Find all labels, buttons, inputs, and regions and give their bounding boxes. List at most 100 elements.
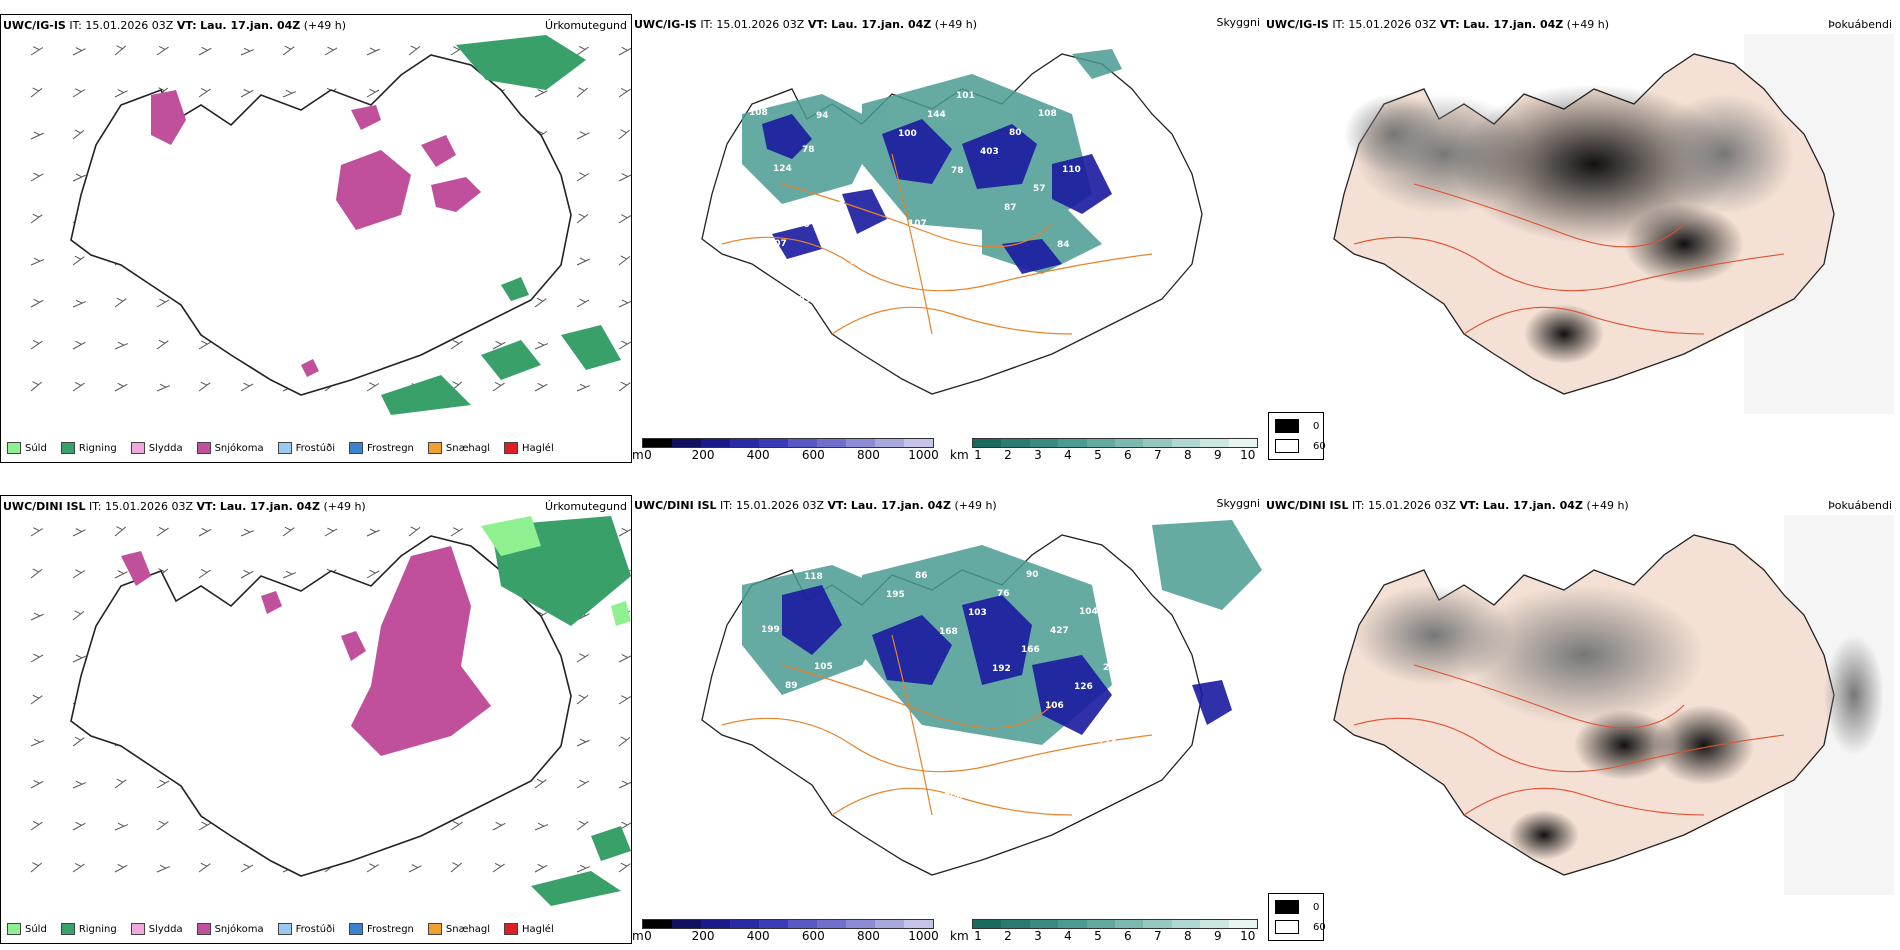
cloud-value-label: 73 bbox=[961, 256, 974, 266]
legend-item: Súld bbox=[7, 442, 47, 454]
cloud-value-label: 114 bbox=[1098, 738, 1117, 748]
wind-barb bbox=[618, 340, 631, 350]
cloud-value-label: 168 bbox=[874, 313, 893, 323]
wind-barb bbox=[282, 45, 295, 56]
cloud-value-label: 118 bbox=[804, 572, 823, 582]
wind-barb bbox=[156, 779, 170, 789]
wind-barb bbox=[156, 527, 169, 537]
cloud-top-scale: km 1 2 3 4 5 6 7 8 9 10 bbox=[950, 438, 1262, 463]
scale-unit: km bbox=[950, 448, 969, 462]
scale-tick: 5 bbox=[1094, 448, 1102, 462]
cloud-panel-top: UWC/IG-IS IT: 15.01.2026 03Z VT: Lau. 17… bbox=[632, 14, 1264, 463]
wind-barb bbox=[114, 297, 127, 308]
wind-barb bbox=[618, 381, 631, 392]
color-bar-segment bbox=[1029, 439, 1059, 447]
wind-barb bbox=[198, 862, 211, 873]
cloud-value-label: 195 bbox=[886, 590, 905, 600]
legend-label: Frostregn bbox=[367, 442, 414, 454]
legend-label: Slydda bbox=[148, 442, 183, 454]
wind-barb bbox=[366, 863, 380, 873]
legend-label: Frostregn bbox=[367, 923, 414, 935]
cloud-value-label: 172 bbox=[1139, 258, 1158, 268]
wind-barb bbox=[72, 654, 86, 663]
cloud-value-label: 80 bbox=[1009, 128, 1022, 138]
fog-legend-label: 0 bbox=[1313, 420, 1320, 432]
iceland-outline bbox=[70, 535, 572, 877]
fog-legend-row: 60 bbox=[1275, 920, 1326, 934]
cloud-value-label: 125 bbox=[932, 275, 951, 285]
color-bar-segment bbox=[672, 920, 701, 928]
color-bar bbox=[642, 438, 934, 448]
wind-barb bbox=[450, 527, 464, 537]
color-bar-segment bbox=[1115, 920, 1144, 928]
vt-value: Lau. 17.jan. 04Z bbox=[1463, 18, 1564, 31]
precip-type-panel-bottom: UWC/DINI ISL IT: 15.01.2026 03Z VT: Lau.… bbox=[0, 495, 632, 944]
wind-barb bbox=[240, 88, 254, 98]
wind-barb bbox=[114, 778, 127, 789]
cloud-value-label: 166 bbox=[1021, 645, 1040, 655]
color-bar-segment bbox=[759, 439, 788, 447]
wind-barb bbox=[408, 45, 421, 56]
vt-label: VT: bbox=[1459, 499, 1480, 512]
wind-barb bbox=[534, 341, 549, 350]
legend-item: Haglél bbox=[504, 923, 554, 935]
it-value: 15.01.2026 03Z bbox=[716, 18, 805, 31]
cloud-value-label: 214 bbox=[780, 756, 799, 766]
roads bbox=[721, 634, 1153, 816]
cloud-value-label: 116 bbox=[1110, 277, 1129, 287]
panel-header: UWC/DINI ISL IT: 15.01.2026 03Z VT: Lau.… bbox=[3, 500, 366, 513]
wind-barb bbox=[618, 862, 631, 873]
wind-barb bbox=[30, 779, 44, 789]
color-bar-segment bbox=[701, 920, 730, 928]
wind-barb bbox=[324, 527, 338, 537]
vt-label: VT: bbox=[807, 18, 828, 31]
wind-barb bbox=[450, 862, 463, 873]
lead-time: (+49 h) bbox=[303, 19, 347, 32]
scale-tick: 400 bbox=[746, 929, 770, 943]
panel-title: Úrkomutegund bbox=[545, 19, 627, 32]
wind-barb bbox=[30, 87, 43, 98]
legend-label: Snjókoma bbox=[214, 442, 264, 454]
vt-value: Lau. 17.jan. 04Z bbox=[200, 19, 301, 32]
wind-barb bbox=[72, 173, 86, 182]
panel-title: Úrkomutegund bbox=[545, 500, 627, 513]
cloud-map: 108 78 260 107 73 69 116 160 124 107 123 125 55 108 15… bbox=[701, 49, 1203, 395]
cloud-value-label: 105 bbox=[867, 699, 886, 709]
wind-barb bbox=[366, 88, 380, 98]
lead-time: (+49 h) bbox=[934, 18, 978, 31]
scale-tick: 1000 bbox=[908, 929, 939, 943]
fog-legend-row: 0 bbox=[1275, 419, 1319, 433]
wind-barb bbox=[240, 47, 255, 56]
panel-title: Þokuábendi bbox=[1828, 18, 1892, 31]
model-name: UWC/DINI ISL bbox=[3, 500, 86, 513]
cloud-value-label: 107 bbox=[826, 201, 845, 211]
cloud-value-label: 129 bbox=[920, 736, 939, 746]
legend-item: Snjókoma bbox=[196, 923, 264, 935]
wind-barb bbox=[618, 654, 631, 663]
color-bar-segment bbox=[904, 920, 933, 928]
wind-barb bbox=[156, 339, 169, 350]
scale-tick: 200 bbox=[691, 448, 715, 462]
wind-barb bbox=[114, 570, 128, 579]
vt-value: Lau. 17.jan. 04Z bbox=[831, 18, 932, 31]
it-value: 15.01.2026 03Z bbox=[1368, 499, 1457, 512]
scale-tick: 600 bbox=[801, 929, 825, 943]
color-bar bbox=[972, 438, 1258, 448]
legend-swatch bbox=[427, 923, 442, 935]
color-bar-segment bbox=[1171, 920, 1201, 928]
snow-areas bbox=[121, 546, 491, 756]
cloud-value-label: 199 bbox=[761, 625, 780, 635]
fog-legend-row: 60 bbox=[1275, 439, 1326, 453]
cloud-value-label: 55 bbox=[985, 312, 998, 322]
scale-tick: 2 bbox=[1004, 929, 1012, 943]
cloud-value-label: 108 bbox=[749, 108, 768, 118]
lead-time: (+49 h) bbox=[1586, 499, 1629, 512]
wind-barb bbox=[30, 257, 45, 266]
legend-swatch bbox=[277, 923, 292, 935]
panel-header: UWC/IG-IS IT: 15.01.2026 03Z VT: Lau. 17… bbox=[1266, 18, 1609, 31]
legend-label: Slydda bbox=[148, 923, 183, 935]
fog-legend-swatch bbox=[1275, 419, 1299, 433]
vt-value: Lau. 17.jan. 04Z bbox=[850, 499, 951, 512]
color-bar-segment bbox=[1001, 920, 1030, 928]
cloud-value-label: 107 bbox=[908, 219, 927, 229]
